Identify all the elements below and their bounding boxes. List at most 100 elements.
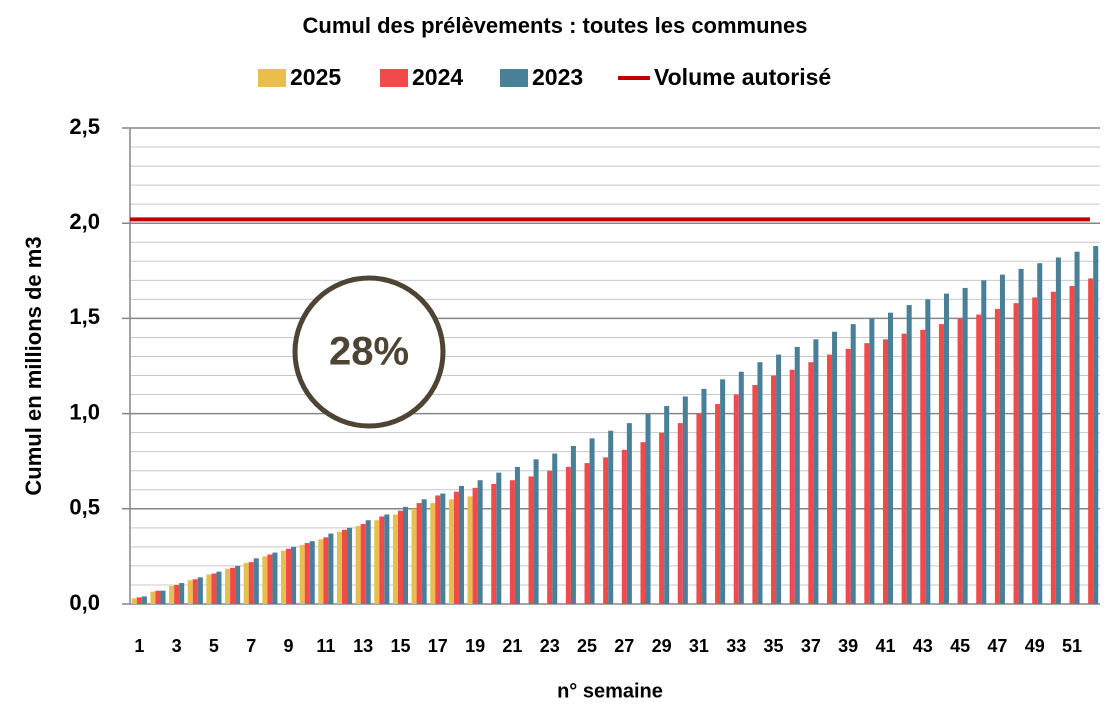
bar xyxy=(528,476,534,604)
y-tick-label: 0,5 xyxy=(69,495,100,520)
bar xyxy=(453,491,459,604)
bar xyxy=(621,449,627,604)
bar xyxy=(962,287,968,604)
annotation: 28% xyxy=(329,330,409,374)
legend-label: Volume autorisé xyxy=(654,64,831,90)
bar xyxy=(379,516,385,604)
x-tick-label: 21 xyxy=(502,636,522,656)
bar xyxy=(608,430,614,604)
bar xyxy=(365,520,371,604)
bar xyxy=(440,493,446,604)
bar xyxy=(827,354,833,604)
bar xyxy=(845,348,851,604)
bar xyxy=(1069,286,1075,604)
y-axis-label: Cumul en millions de m3 xyxy=(21,236,46,495)
bar xyxy=(738,371,744,604)
bar xyxy=(533,459,539,604)
bar xyxy=(336,531,343,604)
x-tick-label: 41 xyxy=(875,636,895,656)
bar xyxy=(603,457,609,604)
bar xyxy=(1037,263,1043,604)
bar xyxy=(141,596,147,604)
bar xyxy=(920,329,926,604)
bar xyxy=(677,423,683,604)
x-tick-label: 7 xyxy=(246,636,256,656)
bar xyxy=(794,346,800,604)
bar xyxy=(733,394,739,604)
chart-title: Cumul des prélèvements : toutes les comm… xyxy=(303,13,808,38)
legend-label: 2024 xyxy=(412,64,463,90)
bar xyxy=(150,591,156,604)
x-tick-label: 11 xyxy=(316,636,335,656)
bar xyxy=(1088,278,1094,604)
bar xyxy=(328,533,334,604)
x-tick-label: 35 xyxy=(764,636,784,656)
bar xyxy=(589,438,595,604)
bar xyxy=(169,585,175,604)
bar xyxy=(458,485,464,604)
bar xyxy=(160,590,166,604)
bar xyxy=(360,524,366,604)
bar xyxy=(248,562,254,604)
bar xyxy=(323,537,329,604)
x-tick-label: 9 xyxy=(284,636,294,656)
x-tick-label: 3 xyxy=(172,636,182,656)
x-tick-label: 15 xyxy=(390,636,410,656)
x-tick-label: 51 xyxy=(1062,636,1082,656)
x-tick-label: 1 xyxy=(134,636,144,656)
legend-swatch xyxy=(258,69,286,87)
bar xyxy=(299,544,305,604)
bar xyxy=(701,388,707,604)
bar xyxy=(1055,257,1061,604)
bar xyxy=(392,514,398,604)
bar xyxy=(216,571,222,604)
bar xyxy=(281,550,287,604)
bar xyxy=(411,508,417,604)
x-tick-label: 27 xyxy=(614,636,634,656)
bar xyxy=(943,293,949,604)
x-tick-label: 33 xyxy=(726,636,746,656)
y-tick-label: 1,5 xyxy=(69,304,100,329)
x-tick-label: 49 xyxy=(1025,636,1045,656)
bar xyxy=(384,514,390,604)
y-tick-label: 2,0 xyxy=(69,209,100,234)
bar xyxy=(938,324,944,604)
x-tick-label: 37 xyxy=(801,636,821,656)
bar xyxy=(957,318,963,604)
bar xyxy=(230,567,236,604)
bar xyxy=(211,573,217,604)
bar xyxy=(131,598,137,604)
bar xyxy=(491,484,497,604)
x-tick-label: 47 xyxy=(987,636,1007,656)
x-tick-label: 43 xyxy=(913,636,933,656)
bar xyxy=(976,314,982,604)
bar xyxy=(179,583,185,604)
bar xyxy=(850,324,856,604)
bar xyxy=(771,375,777,604)
bar xyxy=(467,496,473,604)
bar xyxy=(1013,303,1019,604)
bar xyxy=(1018,268,1024,604)
bar xyxy=(291,546,297,604)
bar xyxy=(267,554,273,604)
bar xyxy=(397,510,403,604)
bar xyxy=(682,396,688,604)
bar xyxy=(1050,291,1056,604)
bar xyxy=(206,574,212,604)
bar xyxy=(430,503,436,604)
bar xyxy=(477,480,483,604)
bar xyxy=(664,405,670,604)
bar xyxy=(715,404,721,604)
bar xyxy=(309,541,315,604)
bar xyxy=(808,362,814,604)
bar xyxy=(789,369,795,604)
bar xyxy=(659,432,665,604)
bar xyxy=(402,506,409,604)
y-tick-label: 0,0 xyxy=(69,590,100,615)
bar xyxy=(813,339,819,604)
bar xyxy=(882,339,888,604)
bar xyxy=(136,597,142,604)
bar xyxy=(225,568,231,604)
bar xyxy=(496,472,502,604)
bar xyxy=(304,543,310,604)
